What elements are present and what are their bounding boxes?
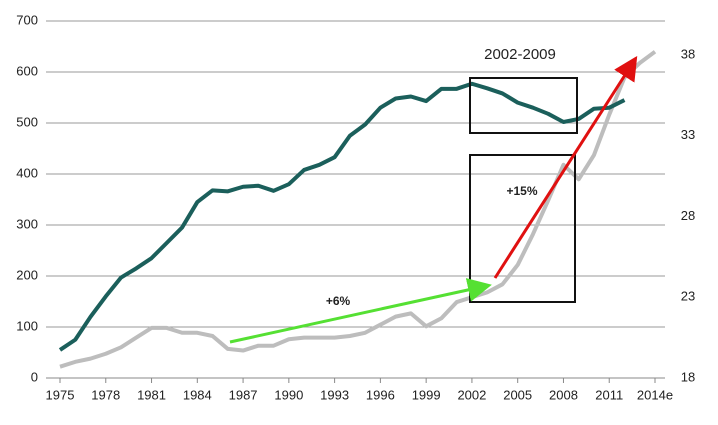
x-tick-label: 1984 (183, 387, 212, 402)
y-tick-label: 300 (16, 216, 38, 231)
x-tick-label: 1996 (366, 387, 395, 402)
x-tick-label: 1975 (46, 387, 75, 402)
annotation: +6% (326, 294, 351, 308)
y-tick-label: 700 (16, 12, 38, 27)
x-tick-label: 1981 (137, 387, 166, 402)
highlight-box (469, 77, 578, 134)
annotation: 2002-2009 (484, 46, 556, 63)
x-tick-label: 2008 (549, 387, 578, 402)
x-tick-label: 2002 (457, 387, 486, 402)
y2-tick-label: 18 (681, 369, 695, 384)
arrow (493, 55, 638, 279)
x-tick-label: 1978 (91, 387, 120, 402)
y2-tick-label: 28 (681, 208, 695, 223)
y-tick-label: 400 (16, 165, 38, 180)
highlight-box (469, 154, 576, 303)
y2-tick-label: 33 (681, 127, 695, 142)
x-tick-label: 1999 (412, 387, 441, 402)
y-tick-label: 100 (16, 318, 38, 333)
annotation: +15% (506, 184, 537, 198)
y-tick-label: 500 (16, 114, 38, 129)
y2-tick-label: 38 (681, 46, 695, 61)
y2-tick-label: 23 (681, 289, 695, 304)
x-tick-label: 1990 (274, 387, 303, 402)
line-series (58, 81, 626, 352)
y-tick-label: 0 (31, 369, 38, 384)
x-tick-label: 2005 (503, 387, 532, 402)
x-tick-label: 1987 (229, 387, 258, 402)
arrow (229, 278, 492, 344)
line-series (59, 50, 657, 369)
x-tick-label: 2014e (637, 387, 673, 402)
y-tick-label: 600 (16, 63, 38, 78)
x-tick-label: 1993 (320, 387, 349, 402)
y-tick-label: 200 (16, 267, 38, 282)
x-tick-label: 2011 (595, 387, 623, 402)
